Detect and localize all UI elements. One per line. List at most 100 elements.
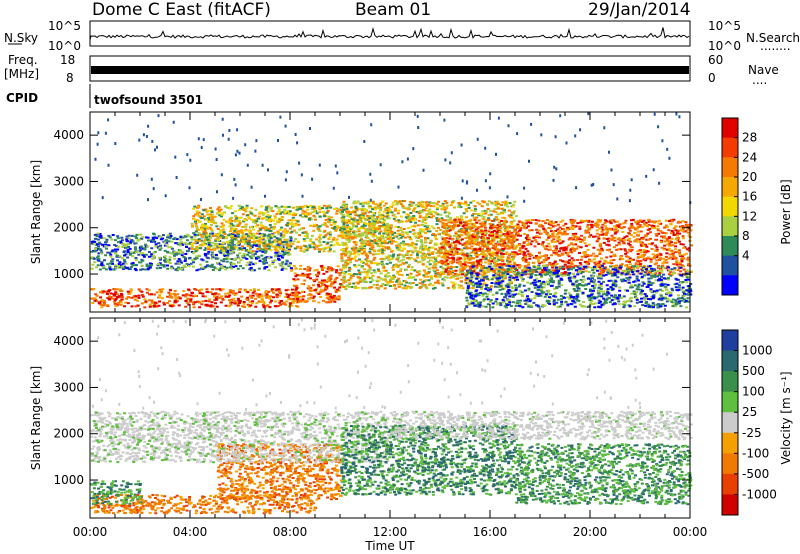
nsearch-marker: ........ <box>760 39 791 53</box>
power-echo-region-0 <box>93 288 306 309</box>
power-colorbar-frame <box>721 117 739 296</box>
power-ytick-label-4000: 4000 <box>53 128 84 142</box>
power-echo-region-2 <box>90 232 293 271</box>
power-echo-region-6 <box>465 264 693 309</box>
velocity-colorbar-label-0: 1000 <box>742 344 773 358</box>
power-echo-region-0 <box>90 288 301 309</box>
xlabel: Time UT <box>364 539 415 553</box>
nave-tick-bottom: 0 <box>708 71 716 85</box>
power-colorbar-swatch-6 <box>722 236 738 257</box>
power-colorbar-swatch-3 <box>722 177 738 198</box>
velocity-colorbar-label-3: 25 <box>742 405 757 419</box>
freq-label: Freq. <box>8 53 38 67</box>
velocity-colorbar-swatch-4 <box>722 412 738 434</box>
x-tick-label-4: 16:00 <box>473 525 508 539</box>
freq-panel <box>89 55 691 82</box>
velocity-echo-region-6 <box>515 443 693 506</box>
power-echo-region-6 <box>465 265 691 309</box>
x-tick-label-5: 20:00 <box>573 525 608 539</box>
power-echo-region-5 <box>440 218 693 276</box>
power-echo-region-2 <box>90 232 292 272</box>
velocity-colorbar-label-2: 100 <box>742 385 765 399</box>
velocity-echo-region-0 <box>93 494 317 515</box>
power-colorbar-swatch-7 <box>722 255 738 276</box>
freq-trace <box>91 66 689 74</box>
power-colorbar-swatch-5 <box>722 216 738 237</box>
power-echo-region-5 <box>440 218 693 276</box>
power-colorbar-swatch-1 <box>722 137 738 158</box>
velocity-colorbar-title: Velocity [m s⁻¹] <box>779 371 793 464</box>
power-colorbar-label-1: 24 <box>742 150 757 164</box>
velocity-echo-region-5 <box>390 410 693 441</box>
power-colorbar-title: Power [dB] <box>779 179 793 244</box>
power-colorbar: 28 24 20 16 12 8 4 <box>721 117 757 296</box>
velocity-echo-region-3 <box>90 411 392 464</box>
velocity-echo-region-3 <box>90 410 393 464</box>
velocity-colorbar-swatch-2 <box>722 371 738 393</box>
power-colorbar-label-0: 28 <box>742 131 757 145</box>
freq-tick-top: 18 <box>60 53 75 67</box>
cpid-program: twofsound 3501 <box>94 93 203 107</box>
nsky-panel <box>89 20 691 47</box>
velocity-colorbar-label-5: -100 <box>742 446 769 460</box>
power-echo-region-4 <box>340 200 517 290</box>
power-ytick-label-1000: 1000 <box>53 267 84 281</box>
power-colorbar-swatch-2 <box>722 157 738 178</box>
velocity-colorbar-label-6: -500 <box>742 467 769 481</box>
velocity-ytick-label-1000: 1000 <box>53 473 84 487</box>
nsky-tick-top: 10^5 <box>48 19 81 33</box>
nave-tick-top: 60 <box>708 53 723 67</box>
velocity-ytick-label-3000: 3000 <box>53 380 84 394</box>
velocity-axes: 1000 2000 3000 4000 <box>53 318 691 518</box>
power-echo-layer <box>90 112 693 309</box>
nsearch-tick-bottom: 10^0 <box>708 39 741 53</box>
power-echo-region-5 <box>440 218 693 276</box>
x-tick-labels: 00:00 04:00 08:00 12:00 16:00 20:00 00:00 <box>73 525 708 539</box>
velocity-echo-region-4 <box>340 424 518 496</box>
power-colorbar-label-5: 8 <box>742 229 750 243</box>
power-colorbar-swatch-4 <box>722 196 738 217</box>
power-echo-region-0 <box>91 288 304 309</box>
power-echo-region-5 <box>440 218 693 276</box>
power-echo-region-6 <box>466 264 692 309</box>
nave-label: Nave <box>748 63 779 77</box>
velocity-colorbar-label-4: -25 <box>742 426 762 440</box>
power-colorbar-swatch-0 <box>722 118 738 139</box>
nsky-tick-bottom: 10^0 <box>48 39 81 53</box>
velocity-colorbar-swatch-8 <box>722 494 738 516</box>
date-title: 29/Jan/2014 <box>588 0 691 20</box>
velocity-colorbar-swatch-0 <box>722 330 738 352</box>
power-ytick-label-3000: 3000 <box>53 174 84 188</box>
velocity-ytick-label-4000: 4000 <box>53 334 84 348</box>
cpid-label: CPID <box>6 91 38 105</box>
velocity-echo-region-0 <box>94 494 318 515</box>
nsky-trace <box>89 26 690 41</box>
velocity-colorbar-swatch-5 <box>722 432 738 454</box>
velocity-echo-region-5 <box>390 410 691 441</box>
power-ytick-label-2000: 2000 <box>53 221 84 235</box>
power-echo-region-3 <box>190 204 393 253</box>
power-echo-region-3 <box>190 204 392 253</box>
power-echo-region-3 <box>190 204 390 253</box>
power-echo-region-0 <box>90 288 300 309</box>
power-colorbar-label-3: 16 <box>742 190 757 204</box>
velocity-echo-region-4 <box>340 424 518 496</box>
station-title: Dome C East (fitACF) <box>92 0 271 20</box>
velocity-colorbar-swatch-3 <box>722 391 738 413</box>
velocity-sparse-echoes <box>91 318 668 411</box>
velocity-colorbar: 1000 500 100 25 -25 -100 -500 -1000 <box>721 329 777 516</box>
velocity-colorbar-swatch-6 <box>722 453 738 475</box>
beam-title: Beam 01 <box>355 0 431 20</box>
power-colorbar-label-2: 20 <box>742 170 757 184</box>
velocity-echo-layer <box>90 318 693 515</box>
power-echo-region-1 <box>290 265 343 304</box>
velocity-ylabel: Slant Range [km] <box>29 366 43 470</box>
x-tick-label-6: 00:00 <box>673 525 708 539</box>
power-echo-region-2 <box>90 232 293 272</box>
nsearch-tick-top: 10^5 <box>708 19 741 33</box>
power-colorbar-label-4: 12 <box>742 209 757 223</box>
power-echo-region-2 <box>90 232 293 272</box>
velocity-echo-region-2 <box>216 443 342 500</box>
velocity-echo-region-1 <box>90 480 142 505</box>
velocity-ytick-label-2000: 2000 <box>53 427 84 441</box>
